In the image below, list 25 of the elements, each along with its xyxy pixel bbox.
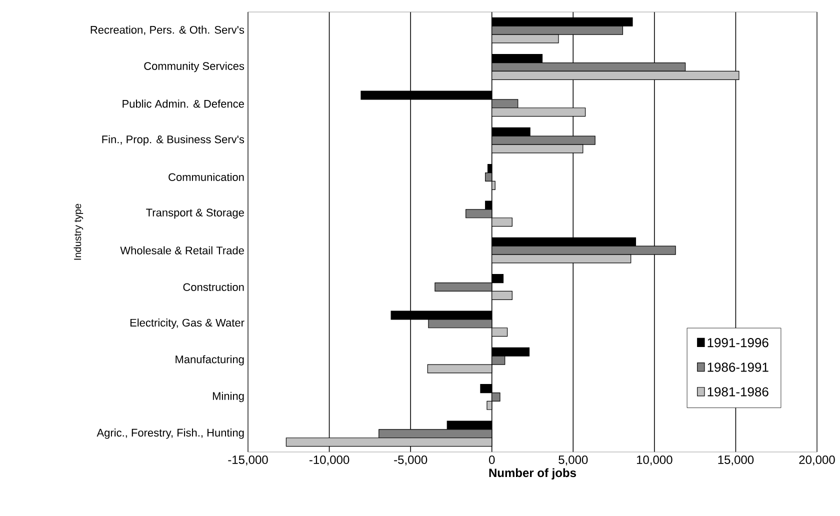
- y-tick-label: Public Admin. & Defence: [122, 100, 244, 108]
- y-tick-label: Electricity, Gas & Water: [130, 318, 244, 329]
- y-tick-label: Construction: [183, 282, 244, 292]
- y-tick-label: Mining: [212, 392, 244, 402]
- y-tick-label: Fin., Prop. & Business Serv's: [102, 135, 244, 146]
- legend-label: 1981-1986: [708, 387, 768, 396]
- x-tick-label: 20,000: [799, 456, 835, 466]
- y-tick-label: Communication: [168, 172, 244, 182]
- y-tick-label: Wholesale & Retail Trade: [120, 246, 244, 254]
- x-tick-label: -15,000: [228, 456, 268, 466]
- x-tick-label: -10,000: [309, 456, 350, 466]
- y-tick-label: Recreation, Pers. & Oth. Serv's: [90, 26, 244, 36]
- x-tick-label: 5,000: [558, 456, 588, 466]
- y-axis-title: Industry type: [74, 204, 84, 260]
- y-tick-label: Manufacturing: [176, 355, 244, 366]
- y-tick-label: Transport & Storage: [146, 208, 244, 219]
- x-axis-title: Number of jobs: [489, 468, 576, 480]
- x-tick-label: -5,000: [394, 456, 428, 466]
- y-tick-label: Agric., Forestry, Fish., Hunting: [96, 428, 244, 439]
- legend-label: 1986-1991: [708, 362, 768, 372]
- x-tick-label: 15,000: [718, 456, 754, 466]
- y-tick-label: Community Services: [144, 62, 244, 72]
- x-tick-label: 0: [488, 456, 495, 464]
- legend-label: 1991-1996: [708, 338, 768, 348]
- x-tick-label: 10,000: [636, 456, 672, 466]
